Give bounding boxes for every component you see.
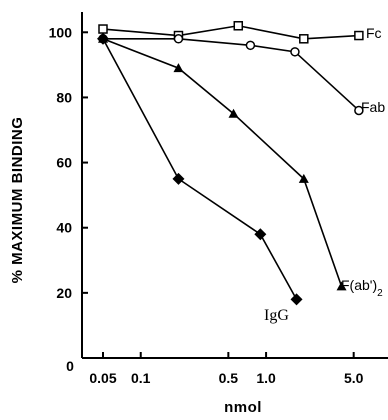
x-tick-label: 0.05 xyxy=(89,370,116,386)
y-tick-label: 20 xyxy=(56,285,72,301)
series-label-fab: Fab xyxy=(361,99,385,115)
data-point-fc xyxy=(98,24,108,34)
data-point-fab xyxy=(245,40,256,51)
axes xyxy=(81,12,388,359)
data-point-igg xyxy=(97,32,109,45)
data-point-fab2 xyxy=(173,63,184,73)
x-tick-label: 5.0 xyxy=(344,370,364,386)
series-line-igg xyxy=(102,38,298,300)
data-point-fab2 xyxy=(336,281,347,291)
series-label-fab2-main: F(ab') xyxy=(341,277,377,293)
series-line-fab2 xyxy=(102,38,343,287)
x-tick-label: 0.5 xyxy=(219,370,239,386)
x-axis-label: nmol xyxy=(224,399,262,416)
data-point-fab xyxy=(290,47,300,57)
y-tick-label: 60 xyxy=(56,155,72,171)
x-tick-label: 1.0 xyxy=(256,370,276,386)
data-point-igg xyxy=(254,228,267,241)
y-axis-label: % MAXIMUM BINDING xyxy=(9,117,26,284)
series-label-igg: IgG xyxy=(264,307,289,324)
data-point-fab2 xyxy=(298,173,309,183)
data-point-fab xyxy=(173,34,184,44)
data-point-igg xyxy=(172,172,185,185)
origin-tick-label: 0 xyxy=(66,358,74,374)
series-line-fc xyxy=(102,24,359,40)
data-point-fc xyxy=(299,34,309,44)
y-tick-label: 100 xyxy=(49,24,73,40)
series-line-fab xyxy=(103,37,360,112)
y-tick-label: 40 xyxy=(56,220,72,236)
axis-ticks: 20 40 60 80 100 0.05 0.1 0.5 1.0 5.0 xyxy=(49,24,364,386)
series-label-fc: Fc xyxy=(366,25,382,41)
series-label-fab2-subscript: 2 xyxy=(377,288,383,299)
series-lines xyxy=(102,24,360,300)
series-markers xyxy=(97,21,364,306)
data-point-fab2 xyxy=(228,108,239,118)
data-point-fc xyxy=(354,30,364,41)
data-point-igg xyxy=(290,293,303,306)
y-tick-label: 80 xyxy=(56,89,72,105)
x-tick-label: 0.1 xyxy=(131,370,151,386)
series-label-fab2: F(ab')2 xyxy=(341,277,383,299)
data-point-fc xyxy=(233,21,244,31)
data-point-fab xyxy=(354,105,364,116)
